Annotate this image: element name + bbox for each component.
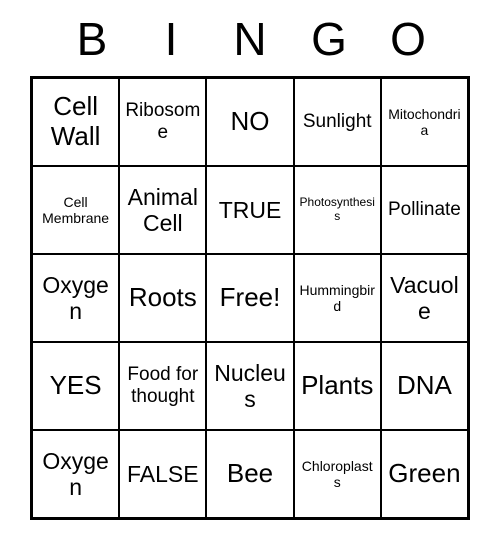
bingo-cell[interactable]: Bee (206, 430, 293, 518)
bingo-cell[interactable]: DNA (381, 342, 468, 430)
header-letter-g: G (295, 12, 363, 66)
bingo-cell[interactable]: Mitochondria (381, 78, 468, 166)
bingo-row: Cell Membrane Animal Cell TRUE Photosynt… (32, 166, 468, 254)
bingo-cell[interactable]: FALSE (119, 430, 206, 518)
bingo-cell[interactable]: Animal Cell (119, 166, 206, 254)
bingo-cell[interactable]: Plants (294, 342, 381, 430)
bingo-cell[interactable]: Roots (119, 254, 206, 342)
bingo-cell[interactable]: Nucleus (206, 342, 293, 430)
bingo-cell[interactable]: Food for thought (119, 342, 206, 430)
header-letter-n: N (216, 12, 284, 66)
bingo-cell[interactable]: Hummingbird (294, 254, 381, 342)
header-letter-b: B (58, 12, 126, 66)
header-letter-i: I (137, 12, 205, 66)
bingo-cell[interactable]: Cell Membrane (32, 166, 119, 254)
bingo-cell[interactable]: Vacuole (381, 254, 468, 342)
bingo-cell[interactable]: Photosynthesis (294, 166, 381, 254)
bingo-cell[interactable]: Chloroplasts (294, 430, 381, 518)
bingo-row: Oxygen FALSE Bee Chloroplasts Green (32, 430, 468, 518)
bingo-cell[interactable]: Green (381, 430, 468, 518)
bingo-cell[interactable]: Cell Wall (32, 78, 119, 166)
bingo-cell[interactable]: Oxygen (32, 254, 119, 342)
bingo-cell[interactable]: TRUE (206, 166, 293, 254)
bingo-cell[interactable]: Ribosome (119, 78, 206, 166)
bingo-cell-free[interactable]: Free! (206, 254, 293, 342)
bingo-row: YES Food for thought Nucleus Plants DNA (32, 342, 468, 430)
bingo-header: B I N G O (30, 12, 470, 66)
bingo-cell[interactable]: Sunlight (294, 78, 381, 166)
bingo-grid: Cell Wall Ribosome NO Sunlight Mitochond… (30, 76, 470, 520)
bingo-row: Cell Wall Ribosome NO Sunlight Mitochond… (32, 78, 468, 166)
header-letter-o: O (374, 12, 442, 66)
bingo-cell[interactable]: Pollinate (381, 166, 468, 254)
bingo-cell[interactable]: YES (32, 342, 119, 430)
bingo-cell[interactable]: NO (206, 78, 293, 166)
bingo-row: Oxygen Roots Free! Hummingbird Vacuole (32, 254, 468, 342)
bingo-cell[interactable]: Oxygen (32, 430, 119, 518)
